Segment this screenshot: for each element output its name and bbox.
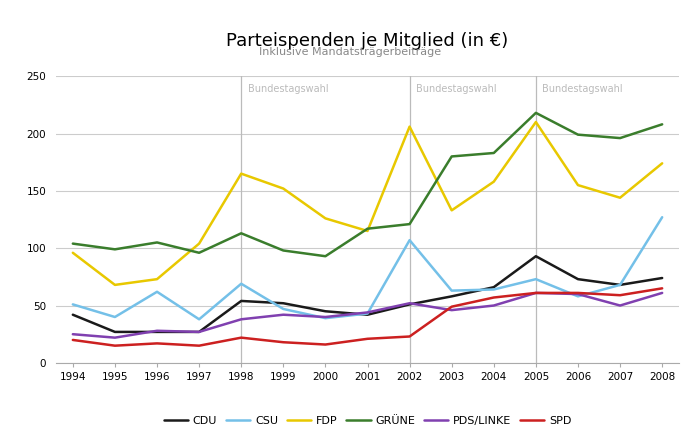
Title: Parteispenden je Mitglied (in €): Parteispenden je Mitglied (in €) bbox=[226, 32, 509, 50]
Text: Inklusive Mandatsträgerbeiträge: Inklusive Mandatsträgerbeiträge bbox=[259, 47, 441, 57]
Text: Bundestagswahl: Bundestagswahl bbox=[542, 84, 623, 94]
Legend: CDU, CSU, FDP, GRÜNE, PDS/LINKE, SPD: CDU, CSU, FDP, GRÜNE, PDS/LINKE, SPD bbox=[160, 411, 575, 431]
Text: Bundestagswahl: Bundestagswahl bbox=[248, 84, 328, 94]
Text: Bundestagswahl: Bundestagswahl bbox=[416, 84, 496, 94]
